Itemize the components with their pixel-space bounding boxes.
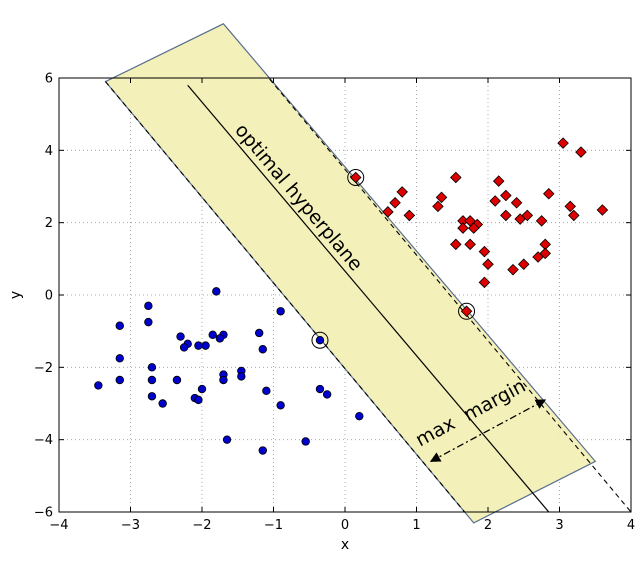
y-tick-label: 6 — [45, 72, 53, 87]
red-diamond-point — [514, 213, 526, 225]
blue-circle-point — [276, 307, 285, 316]
x-tick-label: −3 — [121, 518, 140, 533]
red-diamond-point — [396, 186, 408, 198]
red-diamond-point — [500, 209, 512, 222]
support-vector-ring — [347, 168, 365, 186]
margin-line — [268, 78, 631, 512]
x-tick-label: 1 — [412, 518, 420, 533]
blue-circle-point — [237, 372, 246, 381]
x-tick-label: 3 — [555, 518, 563, 533]
red-diamond-point — [517, 258, 530, 271]
blue-circle-point — [258, 446, 267, 455]
blue-circle-point — [147, 392, 157, 401]
margin-arrow — [429, 399, 547, 462]
data-points — [94, 137, 609, 455]
red-diamond-point — [575, 146, 587, 158]
red-diamond-point — [382, 206, 394, 218]
red-diamond-point — [457, 222, 469, 234]
blue-circle-point — [194, 341, 203, 350]
red-diamond-point — [489, 195, 501, 207]
y-tick-label: 2 — [45, 216, 53, 231]
blue-circle-point — [115, 375, 124, 385]
blue-circle-point — [276, 401, 285, 410]
red-diamond-point — [596, 204, 609, 216]
red-diamond-point — [460, 305, 473, 318]
red-diamond-point — [492, 175, 505, 187]
blue-circle-point — [158, 399, 167, 408]
blue-circle-point — [315, 384, 325, 394]
blue-circle-point — [255, 328, 264, 338]
x-tick-label: 0 — [341, 518, 349, 533]
red-diamond-point — [432, 200, 444, 213]
blue-circle-point — [147, 375, 157, 385]
blue-circle-point — [262, 386, 271, 396]
y-tick-label: −2 — [34, 361, 53, 376]
x-tick-label: 2 — [484, 518, 492, 533]
blue-circle-point — [197, 384, 207, 394]
red-diamond-point — [539, 247, 551, 260]
x-tick-label: −1 — [264, 518, 283, 533]
red-diamond-point — [478, 245, 491, 258]
blue-circle-point — [115, 321, 124, 330]
red-diamond-point — [507, 263, 519, 276]
x-tick-label: −2 — [192, 518, 211, 533]
support-vector-ring — [311, 331, 329, 349]
blue-circle-point — [94, 381, 103, 390]
blue-circle-point — [179, 343, 189, 352]
red-diamond-point — [568, 209, 580, 222]
y-tick-label: −4 — [34, 433, 53, 448]
blue-circle-point — [208, 330, 217, 339]
blue-circle-point — [315, 336, 325, 345]
red-diamond-point — [450, 238, 462, 251]
red-diamond-point — [510, 197, 523, 209]
margin-band — [104, 23, 597, 524]
blue-circle-point — [144, 301, 153, 311]
x-axis-label: x — [341, 537, 349, 553]
y-tick-label: −6 — [34, 506, 53, 521]
blue-circle-point — [258, 345, 267, 354]
red-diamond-point — [532, 251, 544, 263]
red-diamond-point — [543, 187, 555, 200]
blue-circle-point — [194, 395, 203, 405]
x-tick-label: −4 — [49, 518, 68, 533]
red-diamond-point — [435, 191, 448, 204]
support-vector-ring — [458, 302, 476, 320]
blue-circle-point — [222, 435, 232, 444]
margin-line — [105, 81, 466, 512]
red-diamond-point — [521, 209, 534, 222]
red-diamond-point — [349, 171, 362, 184]
y-tick-label: 0 — [45, 289, 53, 304]
y-axis-label: y — [8, 291, 24, 299]
hyperplane-line — [187, 84, 550, 512]
red-diamond-point — [500, 189, 512, 202]
blue-circle-point — [355, 411, 364, 421]
blue-circle-point — [215, 334, 225, 343]
red-diamond-point — [403, 209, 416, 222]
red-diamond-point — [564, 200, 576, 213]
red-diamond-point — [467, 222, 480, 234]
blue-circle-point — [144, 317, 153, 327]
blue-circle-point — [212, 287, 221, 296]
blue-circle-point — [322, 390, 332, 399]
red-diamond-point — [450, 171, 462, 184]
red-diamond-point — [389, 197, 401, 209]
blue-circle-point — [147, 363, 157, 372]
red-diamond-point — [482, 258, 494, 271]
hyperplane-and-margin-lines — [105, 78, 631, 512]
blue-circle-point — [172, 375, 182, 385]
blue-circle-point — [201, 341, 210, 350]
blue-circle-point — [301, 437, 310, 446]
red-diamond-point — [535, 215, 548, 227]
red-diamond-point — [557, 137, 569, 149]
red-diamond-point — [464, 238, 476, 251]
blue-circle-point — [115, 354, 124, 363]
y-tick-label: 4 — [45, 144, 53, 159]
x-tick-label: 4 — [627, 518, 635, 533]
blue-circle-point — [219, 375, 228, 385]
margin-band-polygon — [104, 23, 597, 524]
red-diamond-point — [478, 276, 491, 289]
blue-circle-point — [176, 332, 185, 341]
